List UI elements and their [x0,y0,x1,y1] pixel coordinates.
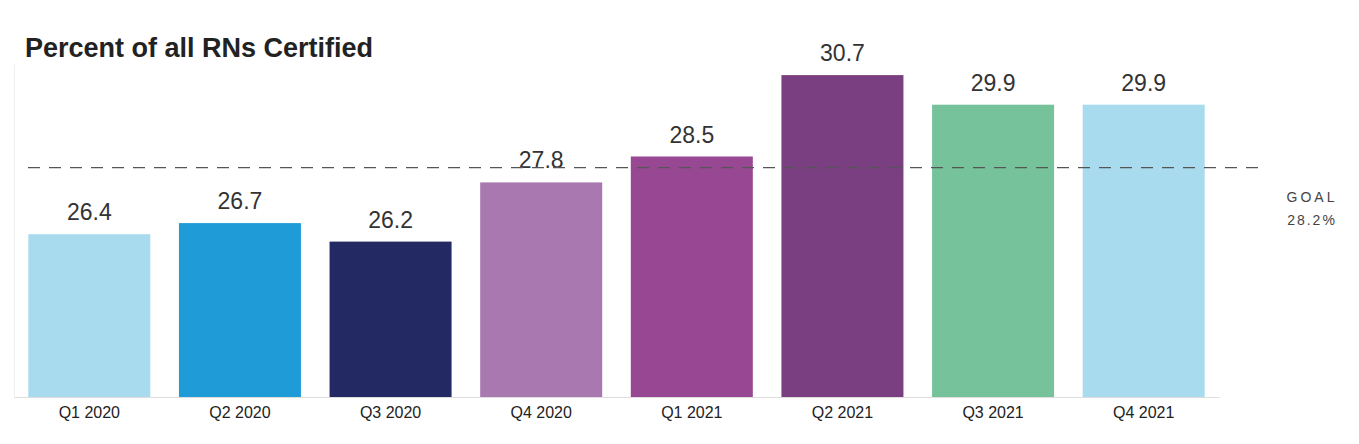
x-tick-label: Q1 2020 [59,404,120,421]
data-label: 26.7 [218,188,263,214]
x-tick: Q2 2021 [812,397,873,421]
goal-value-label: 28.2% [1287,212,1337,228]
x-axis-line [15,397,1220,398]
x-axis: Q1 2020 Q2 2020 Q3 2020 Q4 2020 Q1 2021 Q2 20… [15,397,1220,421]
x-tick: Q4 2021 [1113,397,1174,421]
bar [28,234,150,397]
data-label: 29.9 [1121,70,1166,96]
x-tick-label: Q3 2021 [962,404,1023,421]
x-tick: Q2 2020 [209,397,270,421]
title: Percent of all RNs Certified [25,33,373,63]
x-tick: Q4 2020 [510,397,571,421]
bar [781,75,903,397]
x-tick: Q1 2020 [59,397,120,421]
bar [1083,105,1205,397]
bar [179,223,301,397]
x-tick-label: Q3 2020 [360,404,421,421]
x-tick-label: Q1 2021 [661,404,722,421]
x-tick-label: Q4 2020 [510,404,571,421]
bars [28,75,1204,397]
y-axis-line [14,65,15,398]
x-tick: Q3 2020 [360,397,421,421]
data-label: 30.7 [820,40,865,66]
data-labels: 26.4 26.7 26.2 27.8 28.5 30.7 29.9 29.9 [67,40,1166,233]
x-tick: Q3 2021 [962,397,1023,421]
data-label: 26.4 [67,199,112,225]
goal-label: GOAL [1287,189,1338,205]
goal: GOAL 28.2% [28,168,1337,228]
data-label: 29.9 [971,70,1016,96]
goal-line [28,167,1265,168]
chart: Percent of all RNs Certified 26.4 26.7 26.2… [0,0,1359,444]
x-tick-label: Q4 2021 [1113,404,1174,421]
bar [330,242,452,397]
data-label: 27.8 [519,147,564,173]
bar [631,157,753,398]
bar [932,105,1054,397]
data-label: 26.2 [368,207,413,233]
x-tick: Q1 2021 [661,397,722,421]
x-tick-label: Q2 2020 [209,404,270,421]
x-tick-label: Q2 2021 [812,404,873,421]
y-axis [14,65,15,398]
bar [480,182,602,397]
data-label: 28.5 [669,122,714,148]
